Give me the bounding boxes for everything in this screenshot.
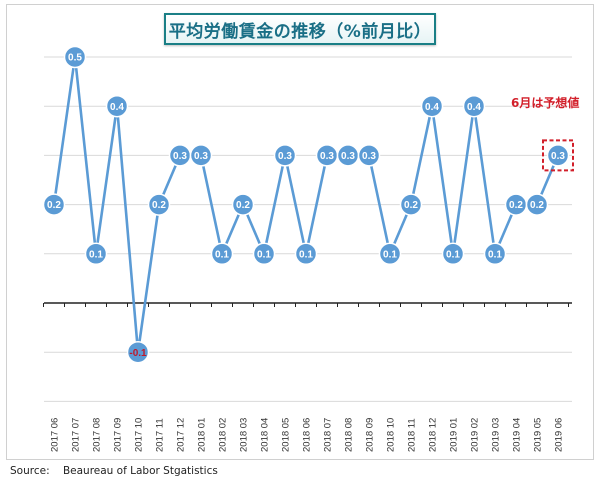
x-tick-label: 2018 07 — [323, 418, 334, 452]
data-point — [462, 94, 486, 118]
data-point — [147, 193, 171, 216]
data-label: 0.4 — [110, 102, 124, 113]
data-label: 0.2 — [236, 200, 250, 211]
x-tick-label: 2017 11 — [155, 418, 166, 452]
data-point — [441, 242, 465, 266]
data-label: 0.3 — [551, 151, 565, 162]
data-point — [105, 94, 129, 118]
x-tick-label: 2019 04 — [512, 418, 523, 452]
x-tick-label: 2018 03 — [239, 418, 250, 452]
data-point — [63, 45, 87, 69]
data-label: 0.1 — [383, 249, 397, 260]
x-tick-label: 2018 04 — [260, 418, 271, 452]
data-point — [357, 144, 381, 167]
data-point — [189, 144, 213, 167]
data-label: 0.1 — [257, 249, 271, 260]
x-tick-label: 2018 01 — [197, 418, 208, 452]
data-label: 0.1 — [89, 249, 103, 260]
x-tick-label: 2017 07 — [71, 418, 82, 452]
data-point — [546, 144, 570, 167]
data-point — [294, 242, 318, 266]
data-point — [210, 242, 234, 266]
data-label: 0.2 — [152, 200, 166, 211]
data-label: 0.2 — [47, 200, 61, 211]
x-tick-label: 2019 01 — [449, 418, 460, 452]
data-point — [378, 242, 402, 266]
data-label: 0.4 — [425, 102, 439, 113]
data-point — [525, 193, 549, 216]
x-tick-label: 2019 02 — [470, 418, 481, 452]
x-tick-label: 2018 11 — [407, 418, 418, 452]
x-tick-label: 2018 05 — [281, 418, 292, 452]
x-tick-label: 2019 06 — [554, 418, 565, 452]
x-tick-label: 2017 08 — [92, 418, 103, 452]
data-point — [231, 193, 255, 216]
data-label: 0.5 — [68, 53, 82, 64]
source-note: Source: Beaureau of Labor Stgatistics — [10, 465, 218, 477]
data-label: 0.1 — [446, 249, 460, 260]
x-tick-label: 2018 08 — [344, 418, 355, 452]
data-point — [273, 144, 297, 167]
data-label: -0.1 — [129, 348, 147, 359]
data-label: 0.1 — [488, 249, 502, 260]
x-tick-label: 2018 10 — [386, 418, 397, 452]
data-point — [42, 193, 66, 216]
x-tick-label: 2018 09 — [365, 418, 376, 452]
data-label: 0.3 — [173, 151, 187, 162]
data-label: 0.2 — [509, 200, 523, 211]
data-point — [126, 340, 150, 364]
x-tick-label: 2019 05 — [533, 418, 544, 452]
x-tick-label: 2017 10 — [134, 418, 145, 452]
data-label: 0.3 — [194, 151, 208, 162]
data-label: 0.1 — [299, 249, 313, 260]
forecast-highlight-box — [542, 139, 574, 172]
chart-title-box: 平均労働賃金の推移（%前月比） — [164, 13, 436, 45]
chart-frame — [6, 4, 594, 460]
data-label: 0.1 — [215, 249, 229, 260]
data-label: 0.3 — [320, 151, 334, 162]
line-chart: 0.2 0.5 0.1 0.4 -0.1 0.2 0.3 0.3 0.1 0.2 0.1 0.3 0.1… — [42, 45, 574, 452]
x-tick-label: 2018 02 — [218, 418, 229, 452]
data-label: 0.4 — [467, 102, 481, 113]
x-tick-label: 2019 03 — [491, 418, 502, 452]
x-tick-label: 2017 06 — [50, 418, 61, 452]
data-label: 0.3 — [341, 151, 355, 162]
data-label: 0.2 — [530, 200, 544, 211]
data-point — [420, 94, 444, 118]
data-label: 0.3 — [278, 151, 292, 162]
x-tick-label: 2018 06 — [302, 418, 313, 452]
data-point — [399, 193, 423, 216]
forecast-annotation: 6月は予想値 — [511, 96, 580, 110]
x-tick-label: 2018 12 — [428, 418, 439, 452]
data-label: 0.2 — [404, 200, 418, 211]
data-point — [252, 242, 276, 266]
x-tick-label: 2017 09 — [113, 418, 124, 452]
data-label: 0.3 — [362, 151, 376, 162]
data-point — [84, 242, 108, 266]
data-point — [483, 242, 507, 266]
chart-title: 平均労働賃金の推移（%前月比） — [168, 21, 432, 42]
x-tick-label: 2017 12 — [176, 418, 187, 452]
